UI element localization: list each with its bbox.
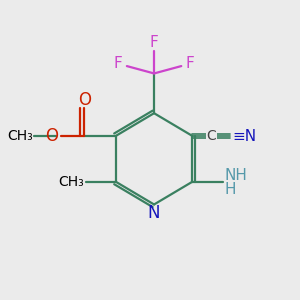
Text: O: O	[45, 127, 58, 145]
Text: N: N	[148, 204, 160, 222]
Text: NH: NH	[225, 168, 248, 183]
Text: F: F	[114, 56, 123, 71]
Text: F: F	[185, 56, 194, 71]
Text: O: O	[78, 91, 91, 109]
Text: CH₃: CH₃	[58, 175, 84, 189]
Text: ≡N: ≡N	[232, 128, 256, 143]
Text: F: F	[150, 35, 158, 50]
Text: CH₃: CH₃	[7, 129, 33, 143]
Text: C: C	[206, 129, 216, 143]
Text: H: H	[225, 182, 236, 197]
